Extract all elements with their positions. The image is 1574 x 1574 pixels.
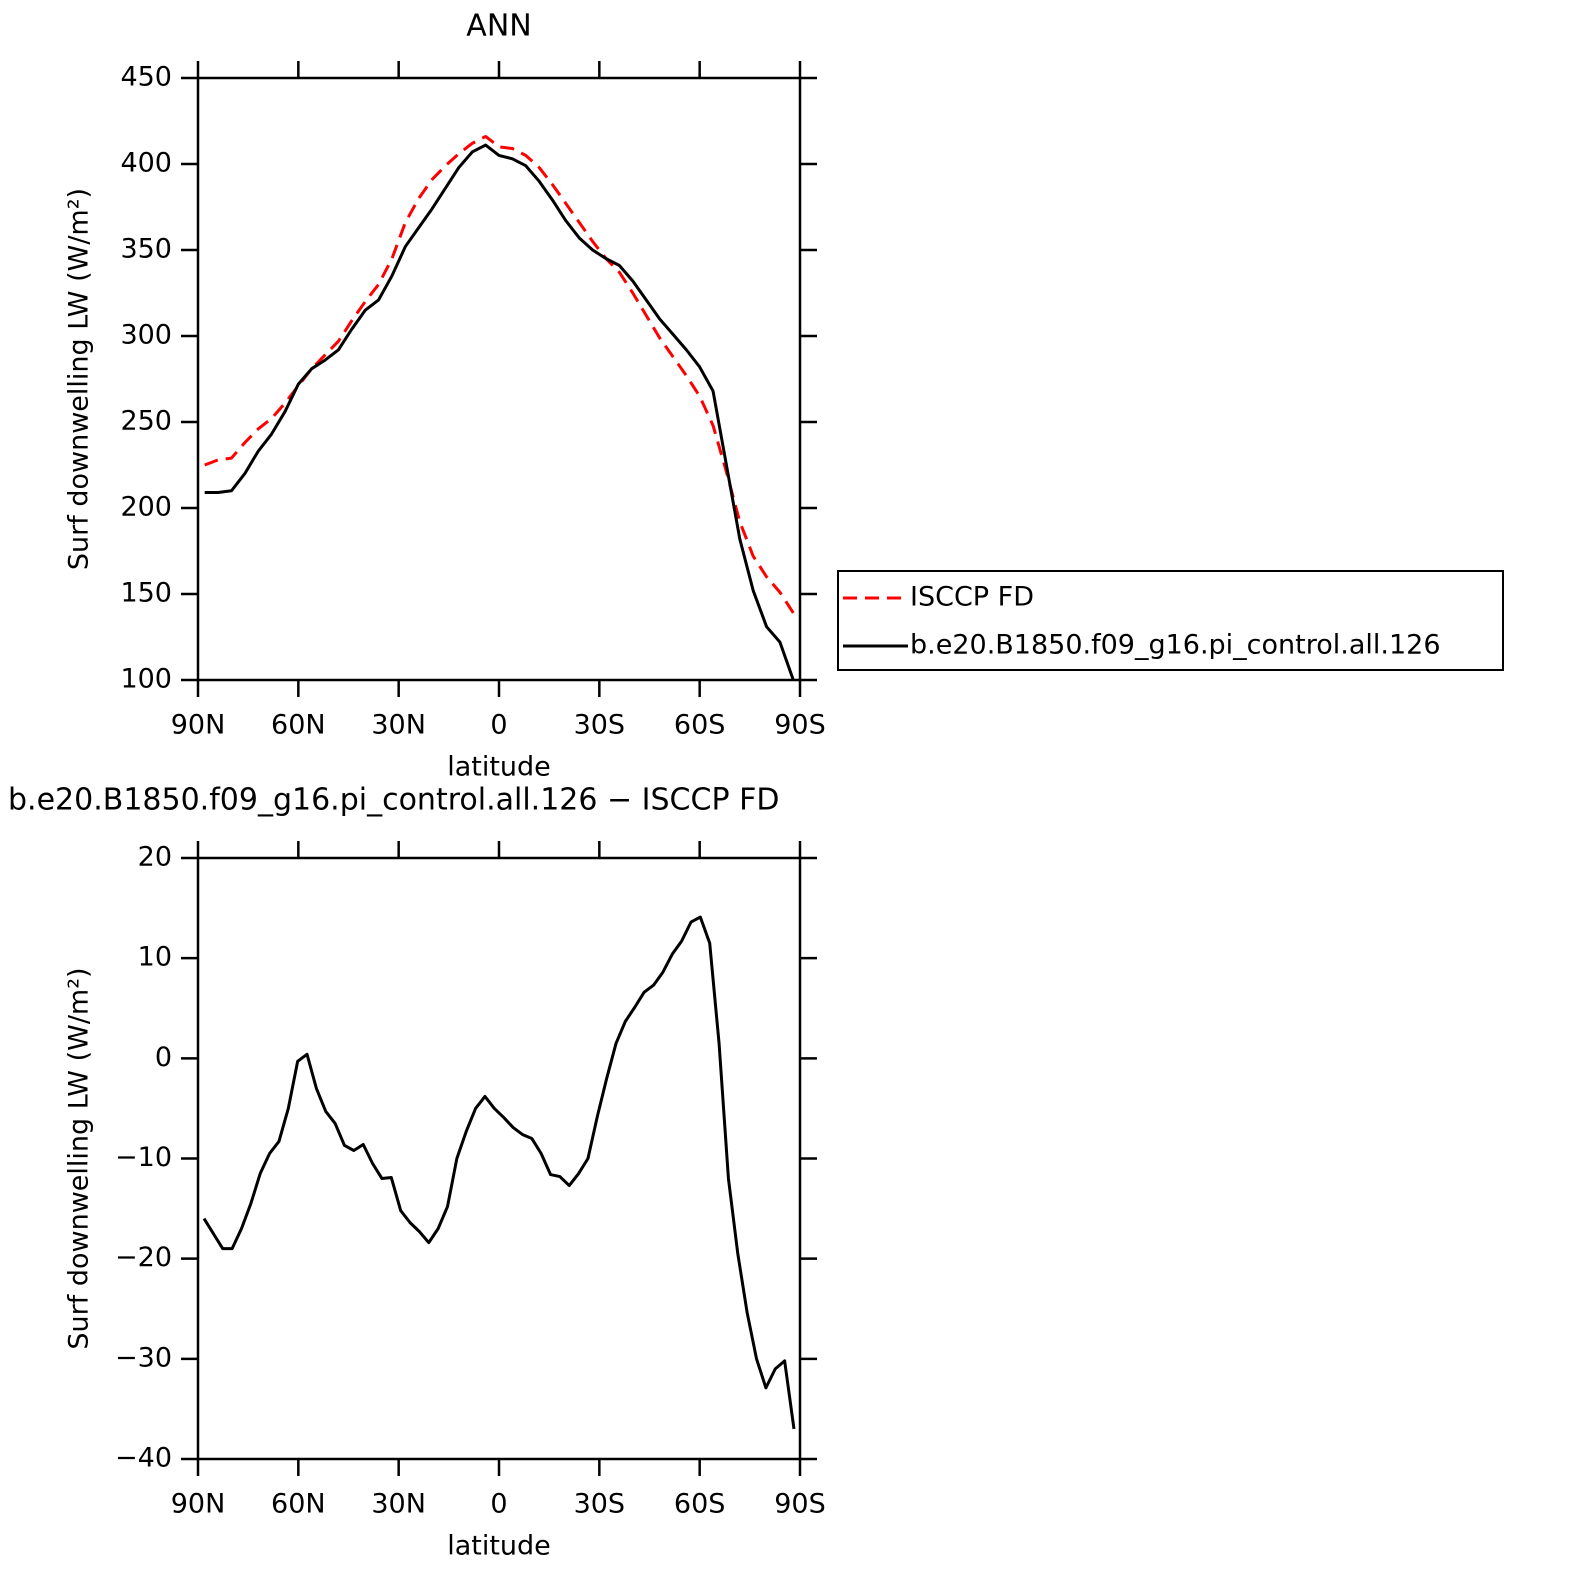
y-tick-label: 10	[138, 942, 172, 973]
y-tick-label: 0	[155, 1042, 172, 1073]
x-tick-label: 30N	[371, 710, 426, 741]
series-line	[204, 143, 795, 681]
y-tick-label: 150	[120, 578, 172, 609]
y-tick-label: 100	[120, 664, 172, 695]
series-line	[202, 915, 796, 1430]
y-tick-label: 300	[120, 320, 172, 351]
x-axis-label: latitude	[447, 752, 551, 783]
x-tick-label: 60S	[674, 710, 726, 741]
x-tick-label: 0	[490, 710, 507, 741]
y-tick-label: 20	[138, 842, 172, 873]
plot-frame	[196, 856, 802, 1461]
y-tick-label: 450	[120, 62, 172, 93]
x-tick-label: 60N	[271, 710, 326, 741]
x-tick-label: 30S	[574, 710, 626, 741]
y-axis-label: Surf downwelling LW (W/m²)	[64, 967, 95, 1349]
x-tick-label: 0	[490, 1489, 507, 1520]
y-tick-label: −30	[115, 1342, 172, 1373]
x-tick-label: 30S	[574, 1489, 626, 1520]
x-tick-label: 30N	[371, 1489, 426, 1520]
x-tick-label: 60N	[271, 1489, 326, 1520]
x-tick-label: 90S	[774, 1489, 826, 1520]
y-tick-label: −10	[115, 1142, 172, 1173]
y-tick-label: −20	[115, 1242, 172, 1273]
legend-label: b.e20.B1850.f09_g16.pi_control.all.126	[910, 630, 1441, 661]
y-tick-label: −40	[115, 1443, 172, 1474]
chart-title: b.e20.B1850.f09_g16.pi_control.all.126 −…	[8, 783, 779, 818]
plot-frame	[196, 76, 802, 682]
x-axis-label: latitude	[447, 1531, 551, 1562]
y-tick-label: 350	[120, 234, 172, 265]
y-tick-label: 250	[120, 406, 172, 437]
legend-label: ISCCP FD	[910, 582, 1034, 613]
y-tick-label: 400	[120, 148, 172, 179]
x-tick-label: 90S	[774, 710, 826, 741]
x-tick-label: 60S	[674, 1489, 726, 1520]
y-axis-label: Surf downwelling LW (W/m²)	[64, 188, 95, 570]
chart-title: ANN	[466, 9, 531, 44]
y-tick-label: 200	[120, 492, 172, 523]
x-tick-label: 90N	[171, 1489, 226, 1520]
x-tick-label: 90N	[171, 710, 226, 741]
legend-box	[837, 570, 1504, 671]
